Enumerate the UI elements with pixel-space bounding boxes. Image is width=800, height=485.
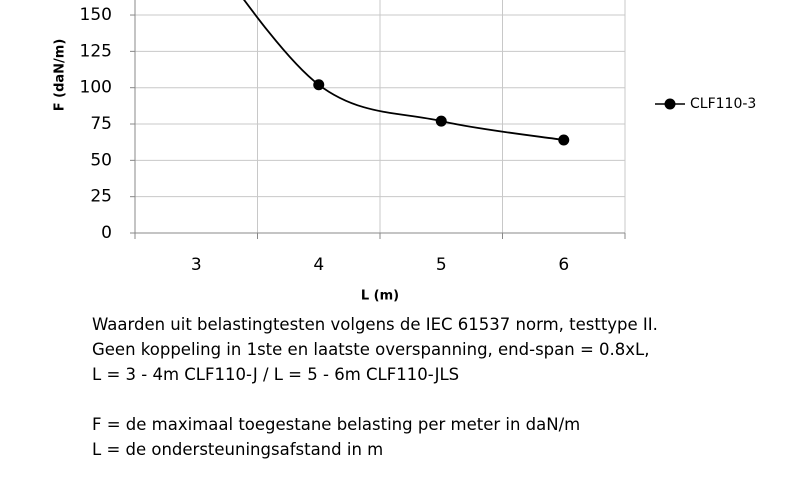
data-point	[558, 134, 570, 146]
note-line: Waarden uit belastingtesten volgens de I…	[92, 315, 658, 334]
y-tick-label: 25	[90, 187, 112, 207]
series-line	[242, 0, 564, 141]
note-line: Geen koppeling in 1ste en laatste oversp…	[92, 340, 650, 359]
y-tick-label: 100	[80, 78, 112, 98]
notes: Waarden uit belastingtesten volgens de I…	[92, 312, 658, 462]
y-tick-label: 75	[90, 114, 112, 134]
y-tick-label: 0	[101, 223, 112, 243]
data-point	[435, 115, 447, 127]
y-axis-label: F (daN/m)	[53, 39, 68, 112]
y-tick-label: 150	[80, 5, 112, 25]
chart: F (daN/m) L (m) 0 25 50 75 100 125 150 3 4 5 6 CLF1…	[53, 0, 756, 304]
x-tick-label: 6	[558, 255, 569, 275]
x-tick-label: 5	[436, 255, 447, 275]
legend-label: CLF110-3	[690, 96, 756, 112]
x-tick-label: 4	[313, 255, 324, 275]
y-tick-label: 50	[90, 150, 112, 170]
note-line: L = de ondersteuningsafstand in m	[92, 440, 384, 459]
x-axis-label: L (m)	[361, 289, 399, 304]
legend-marker	[664, 98, 676, 110]
y-tick-label: 125	[80, 41, 112, 61]
note-line: L = 3 - 4m CLF110-J / L = 5 - 6m CLF110-…	[92, 365, 460, 384]
data-point	[313, 79, 325, 91]
x-tick-label: 3	[191, 255, 202, 275]
note-line: F = de maximaal toegestane belasting per…	[92, 415, 581, 434]
